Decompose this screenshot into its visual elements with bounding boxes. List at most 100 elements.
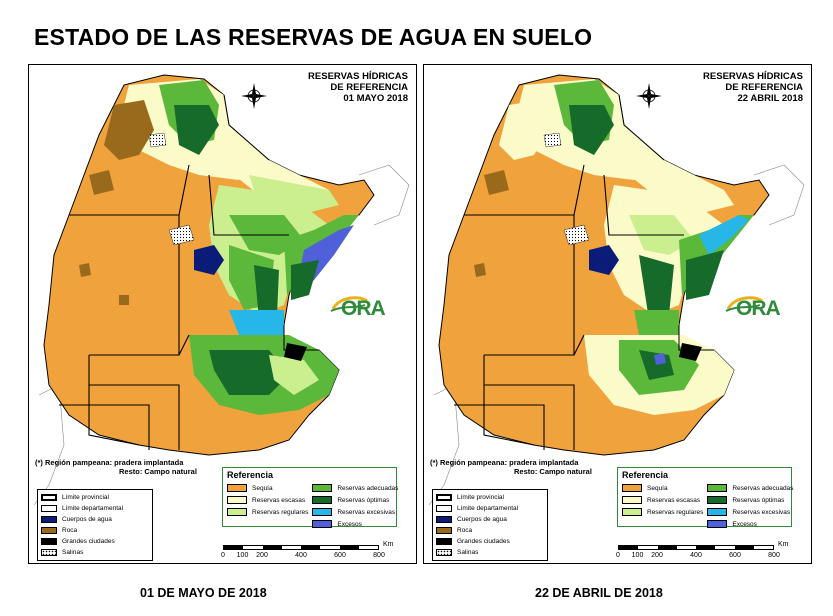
escasas-swatch: [227, 496, 247, 504]
legend-label: Reservas óptimas: [732, 496, 785, 504]
cities-swatch: [41, 537, 57, 545]
region-note-line1: (*) Región pampeana: pradera implantada: [430, 458, 579, 467]
date-caption-right: 22 DE ABRIL DE 2018: [535, 586, 663, 600]
ora-logo-text: ORA: [736, 297, 781, 320]
region-note-line1: (*) Región pampeana: pradera implantada: [35, 458, 184, 467]
map-header-date: 01 MAYO 2018: [343, 93, 408, 104]
compass-rose-icon: [636, 83, 662, 109]
legend-item: Límite departamental: [436, 503, 544, 513]
rock-swatch: [41, 526, 57, 534]
regulares-swatch: [227, 508, 247, 516]
province-boundary-swatch: [436, 493, 452, 501]
legend-label: Reservas escasas: [252, 496, 306, 504]
legend-label: Reservas adecuadas: [337, 484, 399, 492]
scale-bar-segments: [618, 545, 774, 550]
legend-label: Límite provincial: [62, 493, 109, 501]
legend-item: Excesos: [312, 519, 398, 529]
legend-reference: Referencia Sequía Reservas adecuadas Res…: [617, 467, 793, 529]
legend-label: Roca: [62, 526, 78, 534]
map-header-date: 22 ABRIL 2018: [737, 93, 803, 104]
legend-spacer: [227, 519, 308, 529]
ora-logo-icon: [725, 296, 763, 312]
map-header-line: DE REFERENCIA: [725, 82, 803, 93]
legend-item: Reservas adecuadas: [707, 483, 793, 493]
legend-label: Salinas: [457, 548, 479, 556]
legend-item: Límite provincial: [41, 492, 149, 502]
map-header-line: DE REFERENCIA: [330, 82, 408, 93]
water-swatch: [436, 515, 452, 523]
legend-reference-title: Referencia: [622, 470, 669, 480]
legend-item: Límite provincial: [436, 492, 544, 502]
sequia-swatch: [227, 484, 247, 492]
province-boundary-swatch: [41, 493, 57, 501]
scale-bar: Km 0 100 200 400 600 800: [616, 541, 798, 563]
legend-label: Cuerpos de agua: [457, 515, 507, 523]
page-title: ESTADO DE LAS RESERVAS DE AGUA EN SUELO: [34, 24, 593, 50]
legend-item: Excesos: [707, 519, 793, 529]
legend-item: Salinas: [436, 547, 544, 557]
legend-label: Grandes ciudades: [457, 537, 510, 545]
scale-tick: 100: [631, 552, 644, 559]
scale-tick: 400: [295, 552, 307, 559]
excesivas-swatch: [312, 508, 333, 516]
legend-label: Excesos: [337, 520, 362, 528]
legend-item: Grandes ciudades: [436, 536, 544, 546]
scale-unit: Km: [778, 541, 789, 548]
scale-tick: 200: [256, 552, 268, 559]
region-note: (*) Región pampeana: pradera implantada …: [35, 458, 225, 476]
scale-tick: 600: [729, 552, 741, 559]
map-header: RESERVAS HÍDRICAS DE REFERENCIA 01 MAYO …: [258, 71, 408, 104]
legend-item: Reservas regulares: [622, 507, 703, 517]
ora-logo: ORA: [329, 295, 391, 323]
ora-logo-icon: [330, 296, 368, 312]
optimas-swatch: [707, 496, 728, 504]
legend-label: Reservas óptimas: [337, 496, 390, 504]
legend-label: Límite departamental: [457, 504, 519, 512]
legend-label: Roca: [457, 526, 473, 534]
legend-spacer: [622, 519, 703, 529]
department-boundary-swatch: [41, 504, 57, 512]
scale-tick: 0: [616, 552, 620, 559]
legend-label: Excesos: [732, 520, 757, 528]
map-header-line: RESERVAS HÍDRICAS: [308, 71, 408, 82]
adecuadas-swatch: [312, 484, 333, 492]
scale-tick: 0: [221, 552, 225, 559]
region-note: (*) Región pampeana: pradera implantada …: [430, 458, 620, 476]
map-panel-right: RESERVAS HÍDRICAS DE REFERENCIA 22 ABRIL…: [423, 64, 812, 564]
ora-logo: ORA: [724, 295, 786, 323]
legend-item: Reservas escasas: [622, 495, 703, 505]
map-panel-left: RESERVAS HÍDRICAS DE REFERENCIA 01 MAYO …: [28, 64, 417, 564]
map-header: RESERVAS HÍDRICAS DE REFERENCIA 22 ABRIL…: [653, 71, 803, 104]
legend-label: Reservas regulares: [647, 508, 704, 516]
legend-item: Salinas: [41, 547, 149, 557]
salinas-swatch: [41, 548, 57, 556]
scale-tick: 800: [768, 552, 780, 559]
legend-label: Salinas: [62, 548, 84, 556]
legend-item: Reservas excesivas: [707, 507, 793, 517]
legend-label: Sequía: [252, 484, 273, 492]
legend-item: Reservas regulares: [227, 507, 308, 517]
legend-label: Reservas escasas: [647, 496, 701, 504]
legend-base: Límite provincial Límite departamental C…: [37, 489, 153, 561]
escasas-swatch: [622, 496, 642, 504]
scale-tick: 600: [334, 552, 346, 559]
map-header-line: RESERVAS HÍDRICAS: [703, 71, 803, 82]
excesos-swatch: [312, 520, 333, 528]
date-caption-left: 01 DE MAYO DE 2018: [140, 586, 267, 600]
legend-item: Sequía: [227, 483, 308, 493]
legend-item: Reservas adecuadas: [312, 483, 398, 493]
legend-item: Roca: [41, 525, 149, 535]
legend-label: Reservas regulares: [252, 508, 309, 516]
legend-item: Sequía: [622, 483, 703, 493]
legend-label: Reservas excesivas: [337, 508, 396, 516]
legend-item: Cuerpos de agua: [436, 514, 544, 524]
rock-swatch: [436, 526, 452, 534]
adecuadas-swatch: [707, 484, 728, 492]
legend-label: Límite provincial: [457, 493, 504, 501]
department-boundary-swatch: [436, 504, 452, 512]
excesos-swatch: [707, 520, 728, 528]
scale-bar: Km 0 100 200 400 600 800: [221, 541, 403, 563]
sequia-swatch: [622, 484, 642, 492]
legend-item: Reservas óptimas: [707, 495, 793, 505]
legend-reference-title: Referencia: [227, 470, 274, 480]
